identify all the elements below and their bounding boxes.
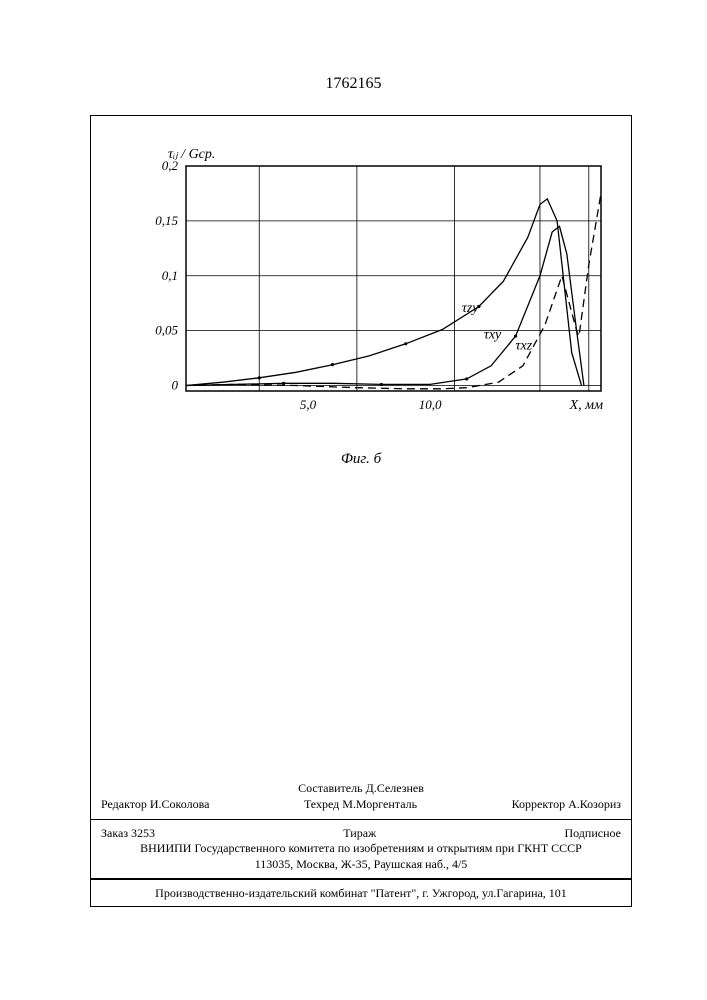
svg-text:10,0: 10,0 (419, 397, 442, 412)
svg-text:5,0: 5,0 (300, 397, 317, 412)
org: ВНИИПИ Государственного комитета по изоб… (101, 841, 621, 857)
printer: Производственно-издательский комбинат "П… (101, 886, 621, 902)
svg-text:τzy: τzy (462, 301, 479, 316)
patent-number: 1762165 (50, 75, 657, 93)
page-frame: 00,050,10,150,25,010,0τᵢⱼ / Gср.X, ммτzy… (90, 115, 632, 907)
svg-text:0: 0 (172, 378, 179, 393)
footer: Составитель Д.Селезнев Редактор И.Соколо… (91, 777, 631, 906)
chart-svg: 00,050,10,150,25,010,0τᵢⱼ / Gср.X, ммτzy… (131, 136, 611, 436)
corrector: Корректор А.Козориз (512, 797, 621, 813)
svg-text:τᵢⱼ / Gср.: τᵢⱼ / Gср. (168, 147, 215, 162)
order: Заказ 3253 (101, 826, 155, 842)
chart: 00,050,10,150,25,010,0τᵢⱼ / Gср.X, ммτzy… (131, 136, 611, 436)
tirazh: Тираж (343, 826, 376, 842)
svg-text:τxz: τxz (516, 338, 533, 353)
svg-text:0,15: 0,15 (155, 213, 178, 228)
compiler: Составитель Д.Селезнев (101, 781, 621, 797)
figure-caption: Фиг. б (91, 451, 631, 468)
svg-text:X, мм: X, мм (569, 398, 603, 413)
svg-text:0,05: 0,05 (155, 323, 178, 338)
subscription: Подписное (564, 826, 621, 842)
svg-text:0,1: 0,1 (162, 268, 178, 283)
techred: Техред М.Моргенталь (304, 797, 417, 813)
svg-text:τxy: τxy (484, 327, 502, 342)
editor: Редактор И.Соколова (101, 797, 209, 813)
org-address: 113035, Москва, Ж-35, Раушская наб., 4/5 (101, 857, 621, 873)
